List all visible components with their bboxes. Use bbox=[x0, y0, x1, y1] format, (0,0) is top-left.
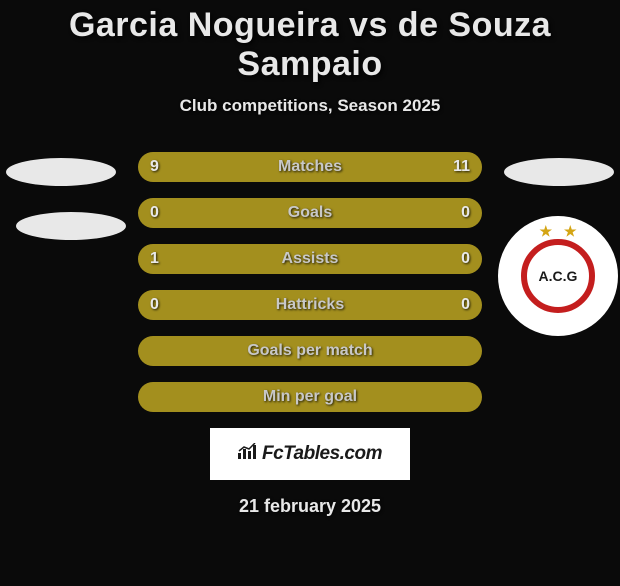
page-title: Garcia Nogueira vs de Souza Sampaio bbox=[0, 6, 620, 84]
bar-label: Matches bbox=[138, 152, 482, 182]
bar-value-left: 0 bbox=[150, 198, 159, 228]
bar-label: Assists bbox=[138, 244, 482, 274]
footer-date: 21 february 2025 bbox=[0, 496, 620, 517]
bar-label: Hattricks bbox=[138, 290, 482, 320]
bar-label: Goals bbox=[138, 198, 482, 228]
bar-row: Min per goal bbox=[138, 382, 482, 412]
bar-label: Goals per match bbox=[138, 336, 482, 366]
bar-value-right: 11 bbox=[453, 152, 470, 182]
star-icon: ★★ bbox=[527, 223, 588, 240]
bar-value-right: 0 bbox=[461, 198, 470, 228]
comparison-chart: ★★ A.C.G Matches911Goals00Assists10Hattr… bbox=[0, 152, 620, 412]
player-badge-left-2 bbox=[16, 212, 126, 240]
bar-row: Hattricks0 0 bbox=[138, 290, 482, 320]
club-logo: ★★ A.C.G bbox=[498, 216, 618, 336]
bar-value-right: 0 bbox=[461, 290, 470, 320]
player-badge-right-1 bbox=[504, 158, 614, 186]
footer-brand: FcTables.com bbox=[238, 443, 382, 465]
club-logo-text: A.C.G bbox=[539, 268, 578, 284]
bar-label: Min per goal bbox=[138, 382, 482, 412]
bar-row: Goals0 0 bbox=[138, 198, 482, 228]
bar-value-right: 0 bbox=[461, 244, 470, 274]
bar-value-left: 9 bbox=[150, 152, 159, 182]
bar-row: Matches9 11 bbox=[138, 152, 482, 182]
bars-container: Matches911Goals00Assists10Hattricks00Goa… bbox=[138, 152, 482, 412]
player-badge-left-1 bbox=[6, 158, 116, 186]
bar-value-left: 0 bbox=[150, 290, 159, 320]
footer-brand-box: FcTables.com bbox=[210, 428, 410, 480]
bar-row: Assists1 0 bbox=[138, 244, 482, 274]
footer-brand-text: FcTables.com bbox=[262, 443, 382, 464]
bar-value-left: 1 bbox=[150, 244, 159, 274]
page-subtitle: Club competitions, Season 2025 bbox=[0, 96, 620, 116]
chart-icon bbox=[238, 443, 258, 465]
bar-row: Goals per match bbox=[138, 336, 482, 366]
